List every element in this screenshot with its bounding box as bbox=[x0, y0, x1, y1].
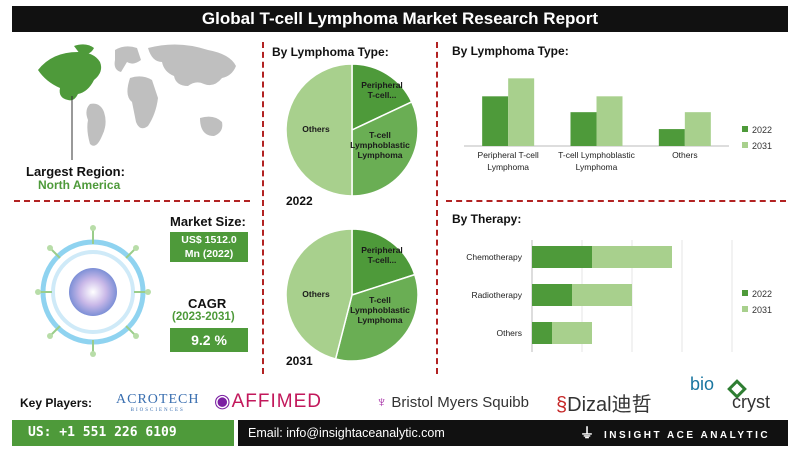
therapy-bar-others-2022 bbox=[532, 322, 552, 344]
therapy-chart-title: By Therapy: bbox=[452, 212, 522, 226]
therapy-bar-chart: Chemotherapy Radiotherapy Others 2022 2031 bbox=[466, 240, 772, 352]
therapy-bar-radiotherapy-2022 bbox=[532, 284, 572, 306]
therapy-legend-2022: 2022 bbox=[752, 289, 772, 299]
bar-peripheral-t-cell-lymphoma-2031 bbox=[508, 78, 535, 146]
page-title: Global T-cell Lymphoma Market Research R… bbox=[12, 6, 788, 32]
cagr-label: CAGR bbox=[188, 296, 227, 311]
market-size-value: US$ 1512.0 Mn (2022) bbox=[170, 232, 248, 262]
divider-right bbox=[436, 42, 438, 374]
dizal-mark-icon: § bbox=[556, 394, 568, 416]
pie-chart-2031: Peripheral T-cell... T-cell Lymphoblastic Ly… bbox=[285, 228, 419, 362]
bar-chart-title: By Lymphoma Type: bbox=[452, 44, 569, 58]
dizal-logo: §Dizal迪哲 bbox=[556, 394, 652, 416]
affimed-mark-icon: ◉ bbox=[214, 391, 232, 412]
pie-2022-slice-peripheral-t-cell bbox=[351, 63, 413, 132]
therapy-legend-swatch-2022 bbox=[742, 290, 748, 296]
therapy-bar-chemotherapy-2022 bbox=[532, 246, 592, 268]
key-players-label: Key Players: bbox=[20, 396, 93, 410]
divider-right-horizontal bbox=[446, 200, 786, 202]
therapy-bar-chemotherapy-2031 bbox=[592, 246, 672, 268]
bar-label-t-cell-lymphoblastic-lymphoma: T-cell Lymphoblastic Lymphoma bbox=[558, 150, 635, 172]
biocryst-logo: bio cryst bbox=[690, 374, 770, 412]
pie-2022-label-others: Others bbox=[302, 124, 330, 134]
market-size-amount: US$ 1512.0 bbox=[181, 234, 237, 246]
key-players-strip: Key Players: ACROTECH BIOSCIENCES ◉AFFIM… bbox=[0, 374, 800, 418]
bar-t-cell-lymphoblastic-lymphoma-2031 bbox=[596, 96, 623, 146]
largest-region-value: North America bbox=[38, 178, 121, 192]
pie-2022-slice-t-cell-lymphoblastic-lymphoma bbox=[351, 100, 419, 197]
therapy-label-chemotherapy: Chemotherapy bbox=[466, 252, 523, 262]
therapy-legend-swatch-2031 bbox=[742, 306, 748, 312]
pie-2022-label-t-cell-lymphoblastic-lymphoma: T-cell Lymphoblastic Lymphoma bbox=[350, 130, 410, 160]
pie-2022-label-peripheral-t-cell: Peripheral T-cell... bbox=[361, 80, 403, 100]
pie-2031-slice-t-cell-lymphoblastic-lymphoma bbox=[334, 273, 419, 362]
north-america-region bbox=[38, 52, 102, 101]
pie-2031-label-peripheral-t-cell: Peripheral T-cell... bbox=[361, 245, 403, 265]
brand-name: ⏚ INSIGHT ACE ANALYTIC bbox=[580, 425, 771, 441]
therapy-legend-2031: 2031 bbox=[752, 305, 772, 315]
pie-chart-2022: Peripheral T-cell... T-cell Lymphoblastic Ly… bbox=[285, 63, 419, 197]
pie-2031-caption: 2031 bbox=[286, 354, 313, 368]
molecule-graphic bbox=[35, 225, 151, 357]
pie-2031-label-others: Others bbox=[302, 289, 330, 299]
bar-others-2022 bbox=[658, 129, 685, 146]
world-map bbox=[38, 44, 236, 160]
therapy-label-radiotherapy: Radiotherapy bbox=[471, 290, 522, 300]
bar-others-2031 bbox=[684, 112, 711, 146]
divider-left bbox=[262, 42, 264, 374]
pie-2031-label-t-cell-lymphoblastic-lymphoma: T-cell Lymphoblastic Lymphoma bbox=[350, 295, 410, 325]
bar-legend-swatch-2022 bbox=[742, 126, 748, 132]
market-size-label: Market Size: bbox=[170, 214, 246, 229]
market-size-year: Mn (2022) bbox=[184, 248, 234, 260]
brand-logo-icon: ⏚ bbox=[580, 425, 594, 441]
divider-left-horizontal bbox=[14, 200, 250, 202]
affimed-logo: ◉AFFIMED bbox=[214, 391, 322, 412]
bristol-myers-squibb-logo: ♆ Bristol Myers Squibb bbox=[376, 394, 529, 411]
therapy-bar-others-2031 bbox=[552, 322, 592, 344]
largest-region-label: Largest Region: bbox=[26, 164, 125, 179]
lymphoma-type-bar-chart: Peripheral T-cell Lymphoma T-cell Lymphobl… bbox=[464, 78, 772, 172]
acrotech-logo: ACROTECH BIOSCIENCES bbox=[116, 392, 200, 413]
pie-2031-slice-others bbox=[285, 228, 353, 360]
phone-number[interactable]: US: +1 551 226 6109 bbox=[12, 420, 234, 446]
pie-chart-title: By Lymphoma Type: bbox=[272, 45, 389, 59]
therapy-label-others: Others bbox=[496, 328, 522, 338]
bar-peripheral-t-cell-lymphoma-2022 bbox=[482, 96, 509, 146]
cagr-value: 9.2 % bbox=[170, 328, 248, 352]
bar-legend-2022: 2022 bbox=[752, 125, 772, 135]
pie-2022-caption: 2022 bbox=[286, 194, 313, 208]
bar-legend-2031: 2031 bbox=[752, 141, 772, 151]
bar-legend-swatch-2031 bbox=[742, 142, 748, 148]
pie-2031-slice-peripheral-t-cell bbox=[351, 228, 416, 297]
bar-label-others: Others bbox=[672, 150, 698, 160]
bar-t-cell-lymphoblastic-lymphoma-2022 bbox=[570, 112, 597, 146]
cagr-years: (2023-2031) bbox=[172, 311, 235, 323]
therapy-bar-radiotherapy-2031 bbox=[572, 284, 632, 306]
pie-2022-slice-others bbox=[285, 63, 353, 197]
email-address[interactable]: Email: info@insightaceanalytic.com bbox=[238, 420, 788, 446]
bar-label-peripheral-t-cell-lymphoma: Peripheral T-cell Lymphoma bbox=[478, 150, 539, 172]
bms-mark-icon: ♆ bbox=[376, 394, 388, 411]
